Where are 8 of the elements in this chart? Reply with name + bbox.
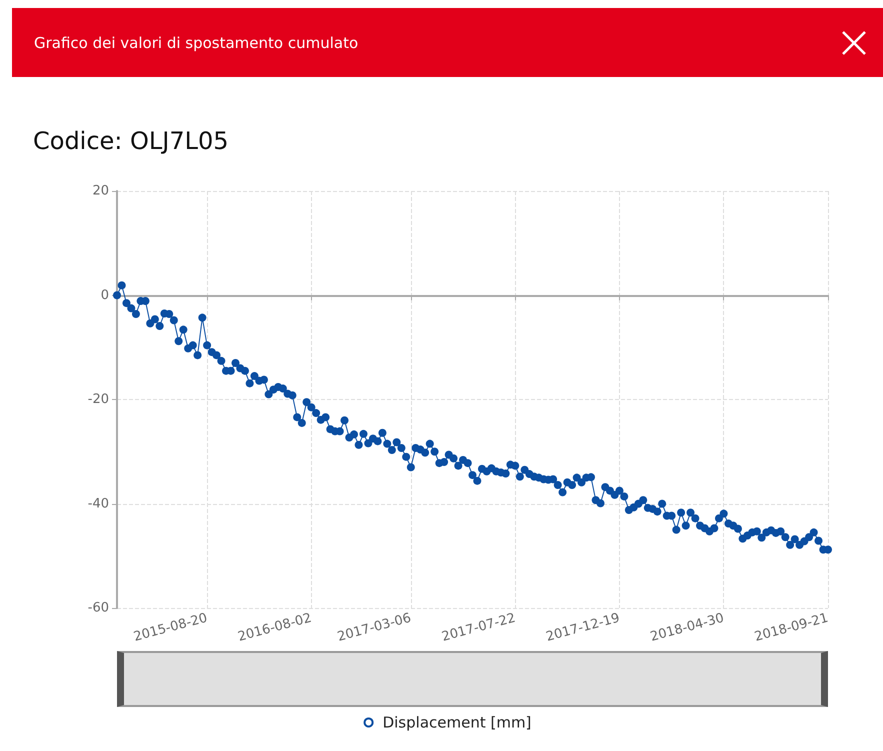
- chart-subtitle: Codice: OLJ7L05: [33, 127, 229, 155]
- y-tick-label: 0: [100, 288, 109, 303]
- y-tick-label: -60: [88, 600, 109, 616]
- y-tick-label: -20: [88, 392, 109, 407]
- legend-label: Displacement [mm]: [382, 714, 532, 732]
- y-tick-label: 20: [92, 184, 109, 198]
- chart-title: Grafico dei valori di spostamento cumulato: [34, 34, 358, 52]
- y-tick-label: -40: [88, 496, 109, 512]
